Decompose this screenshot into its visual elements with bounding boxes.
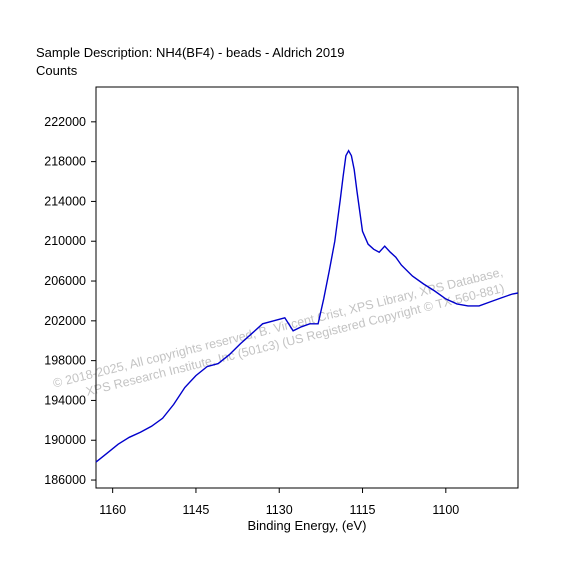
watermark-line-2: XPS Research Institute, Inc (501c3) (US … bbox=[85, 281, 506, 399]
spectrum-series-line bbox=[95, 149, 519, 463]
y-tick-label: 198000 bbox=[44, 354, 86, 368]
x-tick-label: 1145 bbox=[183, 503, 210, 517]
y-tick-label: 218000 bbox=[44, 155, 86, 169]
x-axis-title: Binding Energy, (eV) bbox=[248, 518, 367, 533]
axis-ticks: 1160 1145 1130 1115 1100 186000 190000 194000 19… bbox=[44, 115, 459, 517]
x-tick-label: 1100 bbox=[432, 503, 459, 517]
y-tick-label: 194000 bbox=[44, 393, 86, 407]
y-tick-label: 190000 bbox=[44, 433, 86, 447]
copyright-watermark: © 2018-2025, All copyrights reserved, B.… bbox=[52, 265, 506, 399]
y-tick-label: 214000 bbox=[44, 194, 86, 208]
y-tick-label: 210000 bbox=[44, 234, 86, 248]
x-tick-label: 1130 bbox=[266, 503, 293, 517]
y-axis-unit-label: Counts bbox=[36, 63, 78, 78]
y-tick-label: 206000 bbox=[44, 274, 86, 288]
x-tick-label: 1160 bbox=[99, 503, 126, 517]
x-tick-label: 1115 bbox=[350, 503, 376, 517]
y-tick-label: 186000 bbox=[44, 473, 86, 487]
y-tick-label: 202000 bbox=[44, 314, 86, 328]
watermark-line-1: © 2018-2025, All copyrights reserved, B.… bbox=[52, 265, 505, 391]
plot-frame bbox=[95, 86, 519, 489]
y-tick-label: 222000 bbox=[44, 115, 86, 129]
sample-description: Sample Description: NH4(BF4) - beads - A… bbox=[36, 45, 345, 60]
